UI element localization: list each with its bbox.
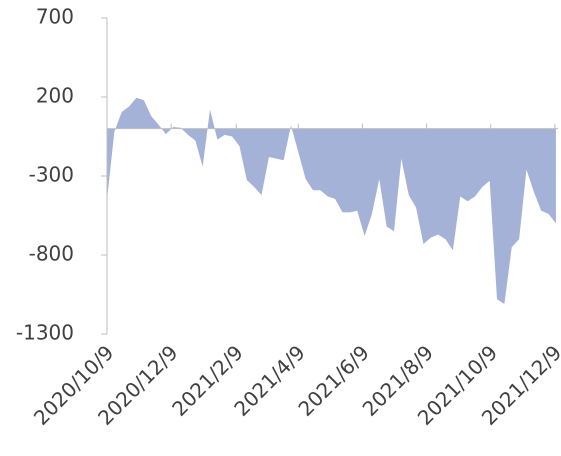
y-tick-label: -1300 bbox=[16, 321, 74, 345]
area bbox=[107, 97, 556, 304]
y-tick-label: -300 bbox=[29, 163, 74, 187]
y-tick-label: 200 bbox=[36, 84, 74, 108]
y-tick-label: 700 bbox=[36, 5, 74, 29]
y-tick-label: -800 bbox=[29, 242, 74, 266]
